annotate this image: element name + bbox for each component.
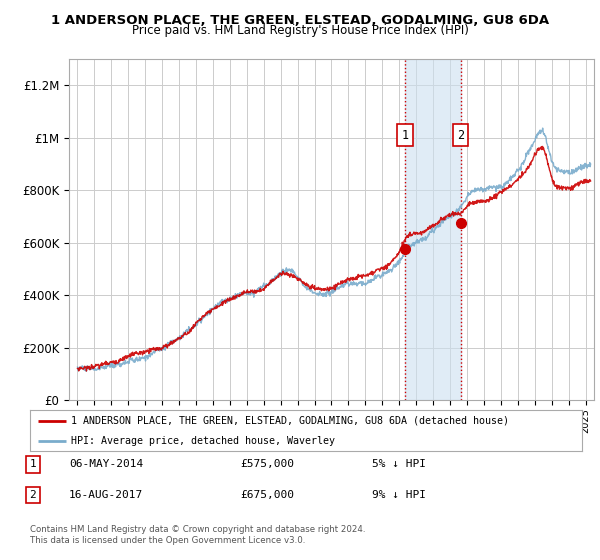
Text: £675,000: £675,000: [240, 490, 294, 500]
Text: 5% ↓ HPI: 5% ↓ HPI: [372, 459, 426, 469]
Text: 9% ↓ HPI: 9% ↓ HPI: [372, 490, 426, 500]
Text: 1: 1: [29, 459, 37, 469]
Text: 1: 1: [401, 128, 409, 142]
Text: HPI: Average price, detached house, Waverley: HPI: Average price, detached house, Wave…: [71, 436, 335, 446]
Text: 2: 2: [29, 490, 37, 500]
Text: 1 ANDERSON PLACE, THE GREEN, ELSTEAD, GODALMING, GU8 6DA: 1 ANDERSON PLACE, THE GREEN, ELSTEAD, GO…: [51, 14, 549, 27]
Text: 1 ANDERSON PLACE, THE GREEN, ELSTEAD, GODALMING, GU8 6DA (detached house): 1 ANDERSON PLACE, THE GREEN, ELSTEAD, GO…: [71, 416, 509, 426]
Text: Price paid vs. HM Land Registry's House Price Index (HPI): Price paid vs. HM Land Registry's House …: [131, 24, 469, 37]
Text: 06-MAY-2014: 06-MAY-2014: [69, 459, 143, 469]
Text: 16-AUG-2017: 16-AUG-2017: [69, 490, 143, 500]
Text: £575,000: £575,000: [240, 459, 294, 469]
Text: Contains HM Land Registry data © Crown copyright and database right 2024.
This d: Contains HM Land Registry data © Crown c…: [30, 525, 365, 545]
Text: 2: 2: [457, 128, 464, 142]
